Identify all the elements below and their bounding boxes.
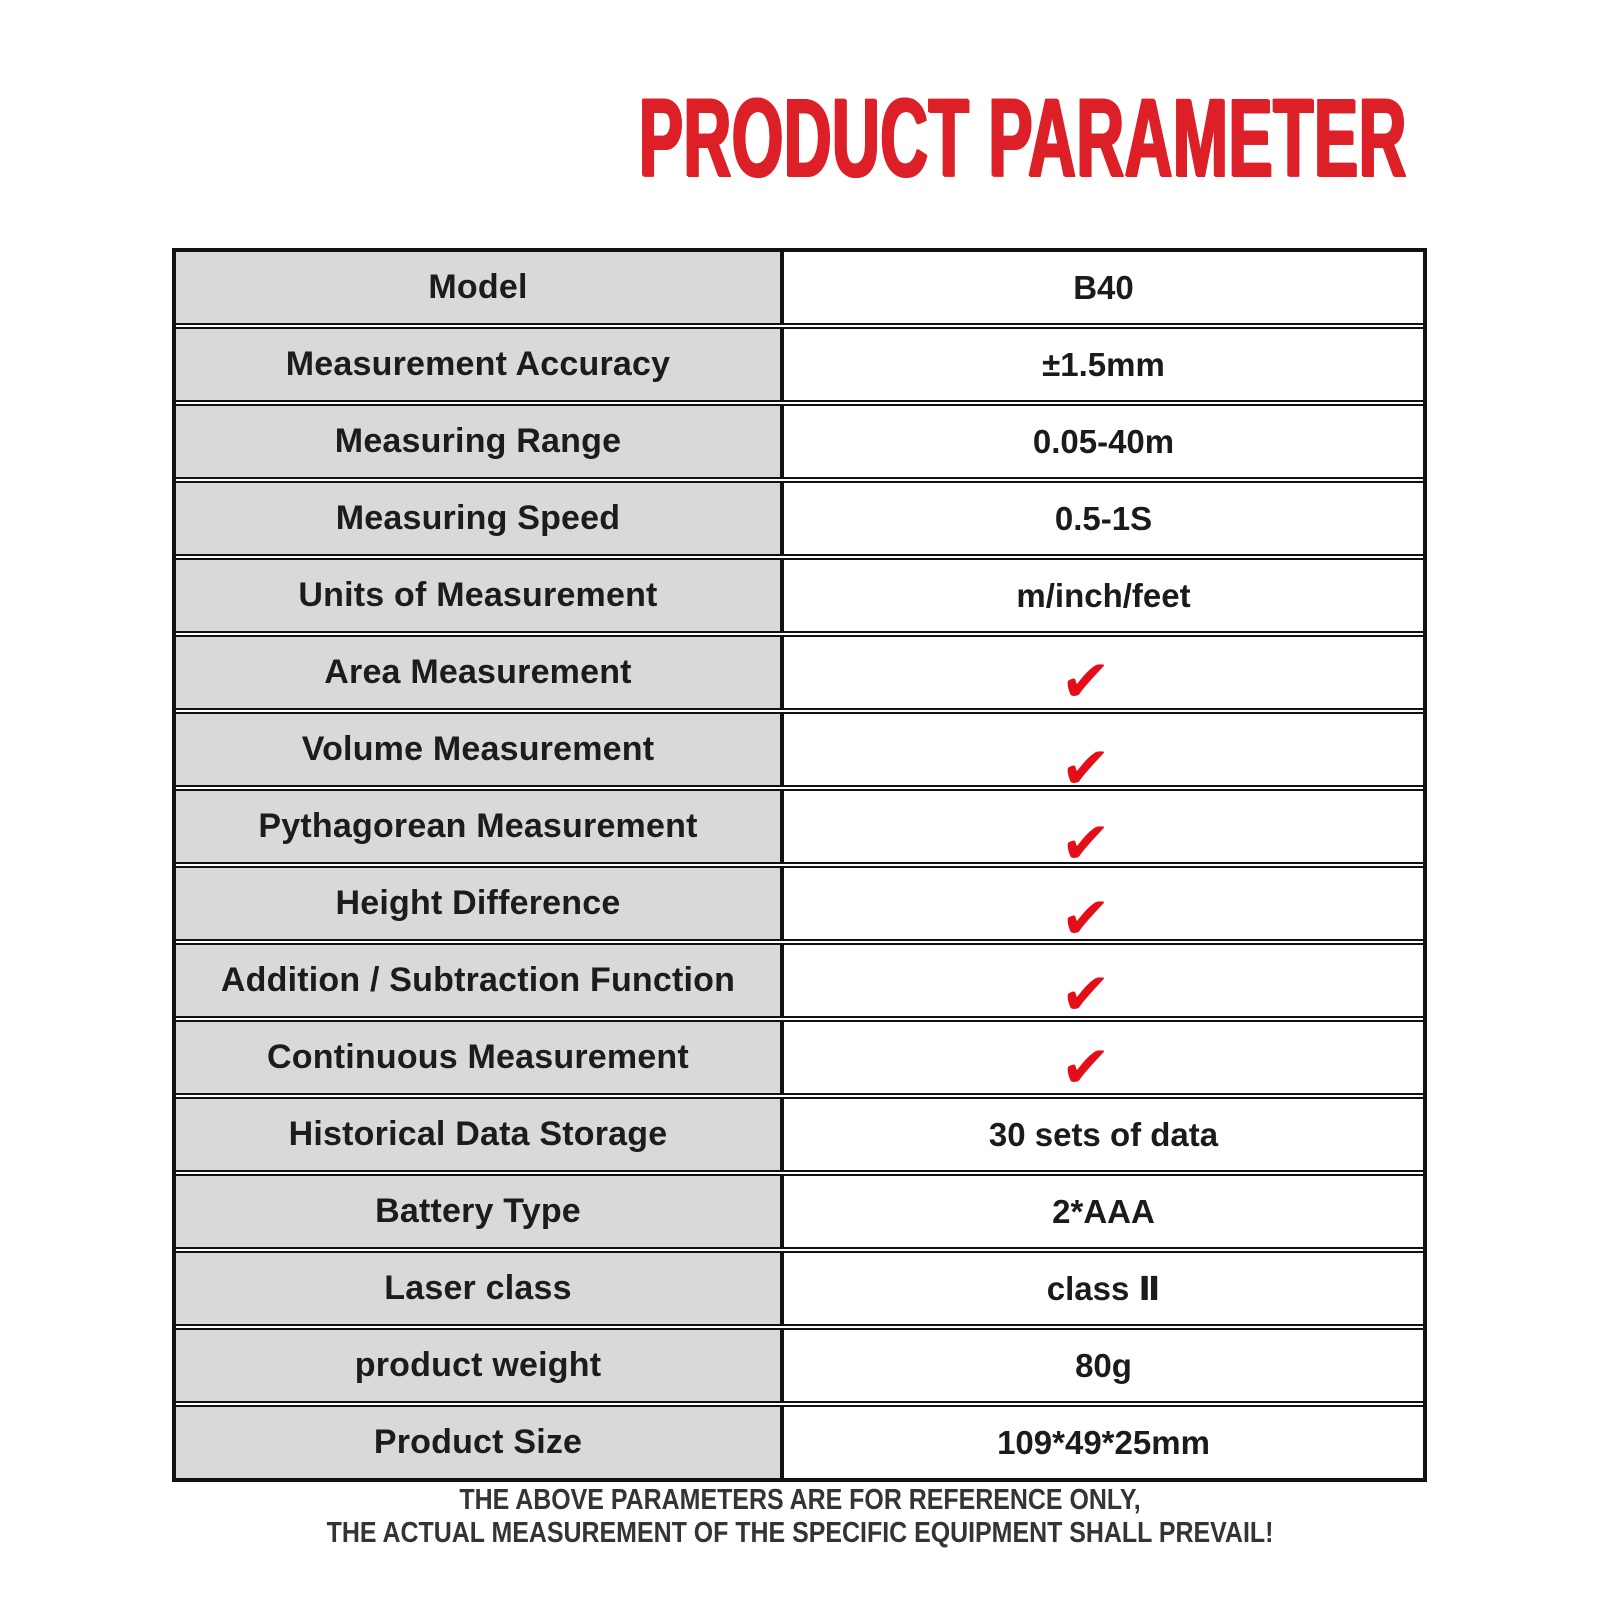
red-check-icon: ✔ (1058, 646, 1113, 715)
row-label: Continuous Measurement (176, 1022, 784, 1093)
row-label: Historical Data Storage (176, 1099, 784, 1170)
row-value: 80g (784, 1330, 1423, 1401)
table-row: Battery Type 2*AAA (176, 1174, 1423, 1249)
table-row: Pythagorean Measurement ✔ (176, 789, 1423, 877)
red-check-icon: ✔ (1058, 1032, 1113, 1101)
red-check-icon: ✔ (1058, 733, 1113, 802)
table-row: Units of Measurement m/inch/feet (176, 558, 1423, 633)
row-label: Volume Measurement (176, 714, 784, 785)
table-row: Laser class class Ⅱ (176, 1251, 1423, 1326)
row-value: ✔ (784, 868, 1423, 952)
row-label: Area Measurement (176, 637, 784, 708)
table-row: Volume Measurement ✔ (176, 712, 1423, 802)
row-label: product weight (176, 1330, 784, 1401)
row-value: m/inch/feet (784, 560, 1423, 631)
footer-line-1: THE ABOVE PARAMETERS ARE FOR REFERENCE O… (459, 1484, 1141, 1516)
red-check-icon: ✔ (1058, 808, 1113, 877)
row-label: Pythagorean Measurement (176, 791, 784, 862)
table-row: Measuring Speed 0.5-1S (176, 481, 1423, 556)
row-label: Model (176, 252, 784, 323)
table-row: Product Size 109*49*25mm (176, 1405, 1423, 1478)
red-check-icon: ✔ (1058, 883, 1113, 952)
row-value: 2*AAA (784, 1176, 1423, 1247)
row-label: Product Size (176, 1407, 784, 1478)
row-value: ✔ (784, 637, 1423, 715)
row-value: ✔ (784, 945, 1423, 1028)
row-label: Laser class (176, 1253, 784, 1324)
row-value: 0.05-40m (784, 406, 1423, 477)
row-value: ✔ (784, 1022, 1423, 1101)
page-title: PRODUCT PARAMETER (639, 77, 1407, 200)
row-value: B40 (784, 252, 1423, 323)
table-row: Continuous Measurement ✔ (176, 1020, 1423, 1101)
table-row: product weight 80g (176, 1328, 1423, 1403)
table-row: Area Measurement ✔ (176, 635, 1423, 715)
table-row: Addition / Subtraction Function ✔ (176, 943, 1423, 1028)
row-label: Units of Measurement (176, 560, 784, 631)
table-row: Historical Data Storage 30 sets of data (176, 1097, 1423, 1172)
footer-note: THE ABOVE PARAMETERS ARE FOR REFERENCE O… (0, 1484, 1600, 1550)
table-row: Measurement Accuracy ±1.5mm (176, 327, 1423, 402)
row-label: Height Difference (176, 868, 784, 939)
row-label: Measuring Speed (176, 483, 784, 554)
row-value: 30 sets of data (784, 1099, 1423, 1170)
parameter-table: Model B40 Measurement Accuracy ±1.5mm Measur… (172, 248, 1427, 1482)
table-row: Measuring Range 0.05-40m (176, 404, 1423, 479)
row-value: class Ⅱ (784, 1253, 1423, 1324)
row-value: 0.5-1S (784, 483, 1423, 554)
row-label: Battery Type (176, 1176, 784, 1247)
row-value: ✔ (784, 791, 1423, 877)
row-label: Addition / Subtraction Function (176, 945, 784, 1016)
row-value: ±1.5mm (784, 329, 1423, 400)
table-row: Model B40 (176, 252, 1423, 325)
row-label: Measurement Accuracy (176, 329, 784, 400)
row-value: 109*49*25mm (784, 1407, 1423, 1478)
footer-line-2: THE ACTUAL MEASUREMENT OF THE SPECIFIC E… (326, 1517, 1274, 1549)
row-value: ✔ (784, 714, 1423, 802)
row-label: Measuring Range (176, 406, 784, 477)
table-row: Height Difference ✔ (176, 866, 1423, 952)
red-check-icon: ✔ (1058, 959, 1113, 1028)
